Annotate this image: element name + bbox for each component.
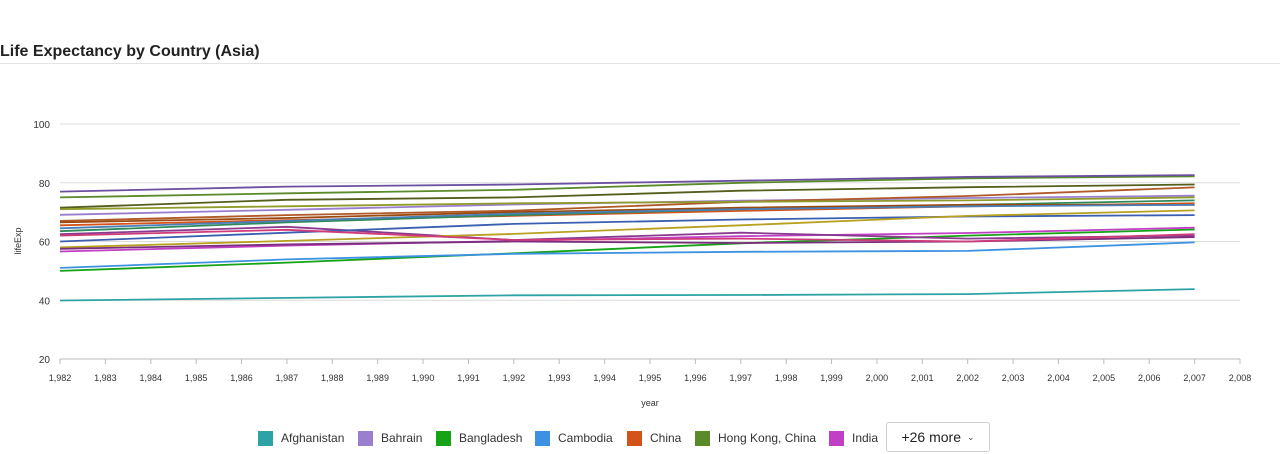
- x-tick-label: 2,007: [1183, 373, 1206, 383]
- legend-more-label: +26 more: [901, 429, 961, 445]
- x-tick-label: 2,004: [1047, 373, 1070, 383]
- series-line: [59, 225, 1195, 241]
- x-tick-label: 1,984: [140, 373, 163, 383]
- x-tick-label: 1,987: [276, 373, 299, 383]
- legend-swatch: [627, 430, 642, 446]
- y-tick-label: 80: [39, 179, 51, 190]
- legend-item-cambodia[interactable]: Cambodia: [535, 430, 613, 446]
- series-line-bangladesh: [59, 228, 1195, 272]
- legend-item-bahrain[interactable]: Bahrain: [358, 430, 422, 446]
- x-tick-label: 1,989: [366, 373, 389, 383]
- x-tick-label: 2,000: [866, 373, 889, 383]
- legend-label: Bangladesh: [459, 431, 523, 445]
- legend-item-bangladesh[interactable]: Bangladesh: [436, 430, 522, 446]
- x-tick-label: 1,992: [503, 373, 526, 383]
- x-tick-label: 2,006: [1138, 373, 1161, 383]
- line-chart: 20 40 60 80 100 1,982 1,983 1,984 1,985 1,986 1,98…: [13, 120, 1252, 408]
- x-tick-label: 1,985: [185, 373, 208, 383]
- series-line: [59, 214, 1195, 243]
- x-tick-label: 1,986: [230, 373, 253, 383]
- x-tick-label: 1,990: [412, 373, 435, 383]
- y-tick-label: 40: [39, 296, 51, 307]
- chart-title: Life Expectancy by Country (Asia): [0, 43, 260, 60]
- legend-label: Hong Kong, China: [718, 431, 817, 445]
- x-tick-label: 1,999: [820, 373, 843, 383]
- y-axis-title: lifeExp: [13, 227, 23, 254]
- x-tick-label: 2,002: [956, 373, 979, 383]
- series-line: [59, 203, 1195, 224]
- x-tick-label: 1,998: [775, 373, 798, 383]
- legend-swatch: [258, 430, 273, 446]
- legend-more-button[interactable]: +26 more ⌄: [886, 422, 990, 452]
- x-tick-label: 1,997: [730, 373, 753, 383]
- legend-item-afghanistan[interactable]: Afghanistan: [258, 430, 344, 446]
- x-tick-label: 1,983: [94, 373, 117, 383]
- legend-swatch: [535, 430, 550, 446]
- legend-label: Cambodia: [558, 431, 613, 445]
- x-tick-label: 2,008: [1229, 373, 1252, 383]
- legend-label: China: [650, 431, 682, 445]
- x-axis-title: year: [641, 398, 659, 408]
- legend-item-india[interactable]: India: [829, 430, 878, 446]
- series-line-hong-kong-china: [59, 175, 1195, 199]
- header-divider: [0, 63, 1280, 64]
- series-line-afghanistan: [59, 288, 1195, 302]
- x-tick-label: 1,993: [548, 373, 571, 383]
- x-tick-label: 2,001: [911, 373, 934, 383]
- series-line: [59, 228, 1195, 243]
- x-tick-label: 1,996: [684, 373, 707, 383]
- x-tick-label: 1,994: [593, 373, 616, 383]
- legend-label: India: [852, 431, 879, 445]
- x-tick-label: 1,991: [457, 373, 480, 383]
- series-line: [59, 196, 1195, 211]
- y-tick-label: 20: [39, 355, 51, 366]
- legend-swatch: [829, 430, 844, 446]
- x-tick-label: 2,005: [1093, 373, 1116, 383]
- x-tick-label: 1,988: [321, 373, 344, 383]
- legend: Afghanistan Bahrain Bangladesh Cambodia …: [0, 422, 1280, 454]
- y-tick-label: 60: [39, 238, 51, 249]
- legend-swatch: [436, 430, 451, 446]
- series-line: [59, 203, 1195, 230]
- legend-swatch: [695, 430, 710, 446]
- legend-label: Bahrain: [381, 431, 423, 445]
- series-line: [59, 174, 1195, 193]
- x-tick-label: 1,995: [639, 373, 662, 383]
- series-line: [59, 183, 1195, 209]
- series-line: [59, 209, 1195, 249]
- legend-item-china[interactable]: China: [627, 430, 681, 446]
- series-line-cambodia: [59, 241, 1195, 269]
- legend-label: Afghanistan: [281, 431, 345, 445]
- chevron-down-icon: ⌄: [967, 431, 975, 442]
- legend-swatch: [358, 430, 373, 446]
- legend-item-hong-kong-china[interactable]: Hong Kong, China: [695, 430, 816, 446]
- y-tick-label: 100: [33, 120, 50, 131]
- x-tick-label: 1,982: [49, 373, 72, 383]
- x-tick-label: 2,003: [1002, 373, 1025, 383]
- series-line: [59, 186, 1195, 222]
